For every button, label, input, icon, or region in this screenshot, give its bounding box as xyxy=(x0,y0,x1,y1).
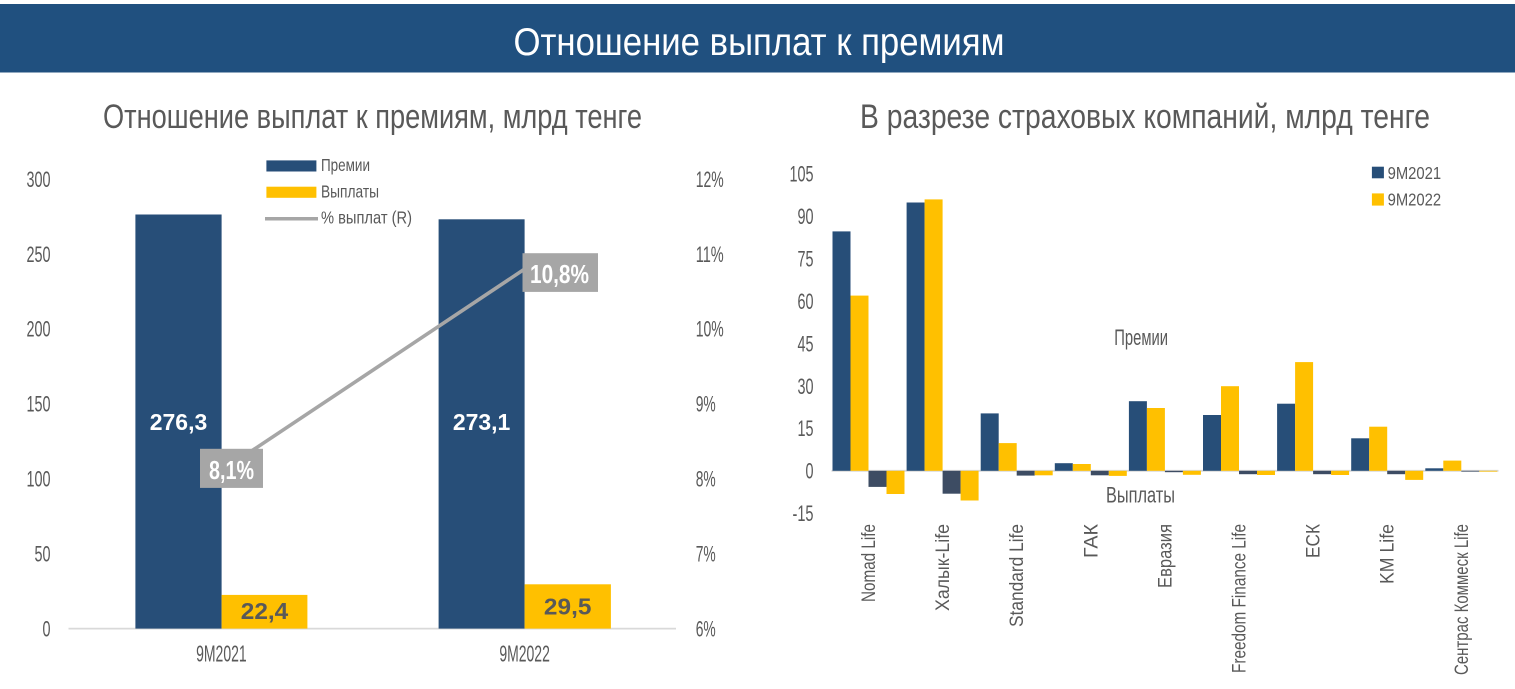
svg-text:60: 60 xyxy=(798,289,814,314)
svg-text:75: 75 xyxy=(798,246,814,271)
svg-text:Выплаты: Выплаты xyxy=(321,181,379,201)
svg-text:100: 100 xyxy=(27,467,51,492)
svg-text:-15: -15 xyxy=(793,501,814,526)
svg-text:9M2021: 9M2021 xyxy=(196,641,247,667)
svg-text:30: 30 xyxy=(798,374,814,399)
svg-text:Премии: Премии xyxy=(321,155,370,175)
svg-text:Freedom Finance Life: Freedom Finance Life xyxy=(1230,524,1251,673)
svg-text:Сентрас Коммеск Life: Сентрас Коммеск Life xyxy=(1452,524,1473,675)
svg-text:15: 15 xyxy=(798,416,814,441)
svg-text:9M2022: 9M2022 xyxy=(499,641,550,667)
svg-text:45: 45 xyxy=(798,331,814,356)
svg-text:Отношение выплат к премиям, мл: Отношение выплат к премиям, млрд тенге xyxy=(103,98,642,136)
svg-text:Премии: Премии xyxy=(1114,325,1168,350)
svg-text:105: 105 xyxy=(790,162,814,187)
svg-text:8%: 8% xyxy=(696,467,716,492)
svg-text:9M2022: 9M2022 xyxy=(1388,190,1442,210)
svg-text:200: 200 xyxy=(27,317,51,342)
svg-text:10%: 10% xyxy=(696,317,724,342)
svg-text:Standard Life: Standard Life xyxy=(1007,524,1028,627)
svg-text:Евразия: Евразия xyxy=(1156,524,1177,588)
svg-text:% выплат (R): % выплат (R) xyxy=(321,208,412,228)
svg-text:Выплаты: Выплаты xyxy=(1106,483,1175,508)
svg-text:KM Life: KM Life xyxy=(1378,524,1399,584)
svg-text:9%: 9% xyxy=(696,392,716,417)
svg-text:0: 0 xyxy=(806,459,814,484)
svg-text:90: 90 xyxy=(798,204,814,229)
svg-text:Nomad Life: Nomad Life xyxy=(859,524,880,602)
svg-text:7%: 7% xyxy=(696,541,716,566)
svg-text:0: 0 xyxy=(43,616,51,641)
svg-text:22,4: 22,4 xyxy=(241,598,289,624)
svg-text:Халык-Life: Халык-Life xyxy=(933,524,954,611)
svg-text:276,3: 276,3 xyxy=(150,409,208,435)
svg-text:12%: 12% xyxy=(696,167,724,192)
svg-text:29,5: 29,5 xyxy=(544,594,592,620)
svg-text:50: 50 xyxy=(35,541,51,566)
svg-text:В разрезе страховых компаний,: В разрезе страховых компаний, млрд тенге xyxy=(860,98,1430,136)
svg-text:8,1%: 8,1% xyxy=(209,455,254,485)
svg-text:6%: 6% xyxy=(696,616,716,641)
svg-text:250: 250 xyxy=(27,242,51,267)
svg-text:10,8%: 10,8% xyxy=(530,259,589,289)
svg-text:150: 150 xyxy=(27,392,51,417)
svg-text:300: 300 xyxy=(27,167,51,192)
svg-text:Отношение выплат к премиям: Отношение выплат к премиям xyxy=(514,21,1005,64)
svg-text:11%: 11% xyxy=(696,242,724,267)
svg-text:9M2021: 9M2021 xyxy=(1388,163,1442,183)
svg-text:ГАК: ГАК xyxy=(1081,524,1102,558)
svg-text:ЕСК: ЕСК xyxy=(1304,524,1325,558)
svg-text:273,1: 273,1 xyxy=(453,409,511,435)
